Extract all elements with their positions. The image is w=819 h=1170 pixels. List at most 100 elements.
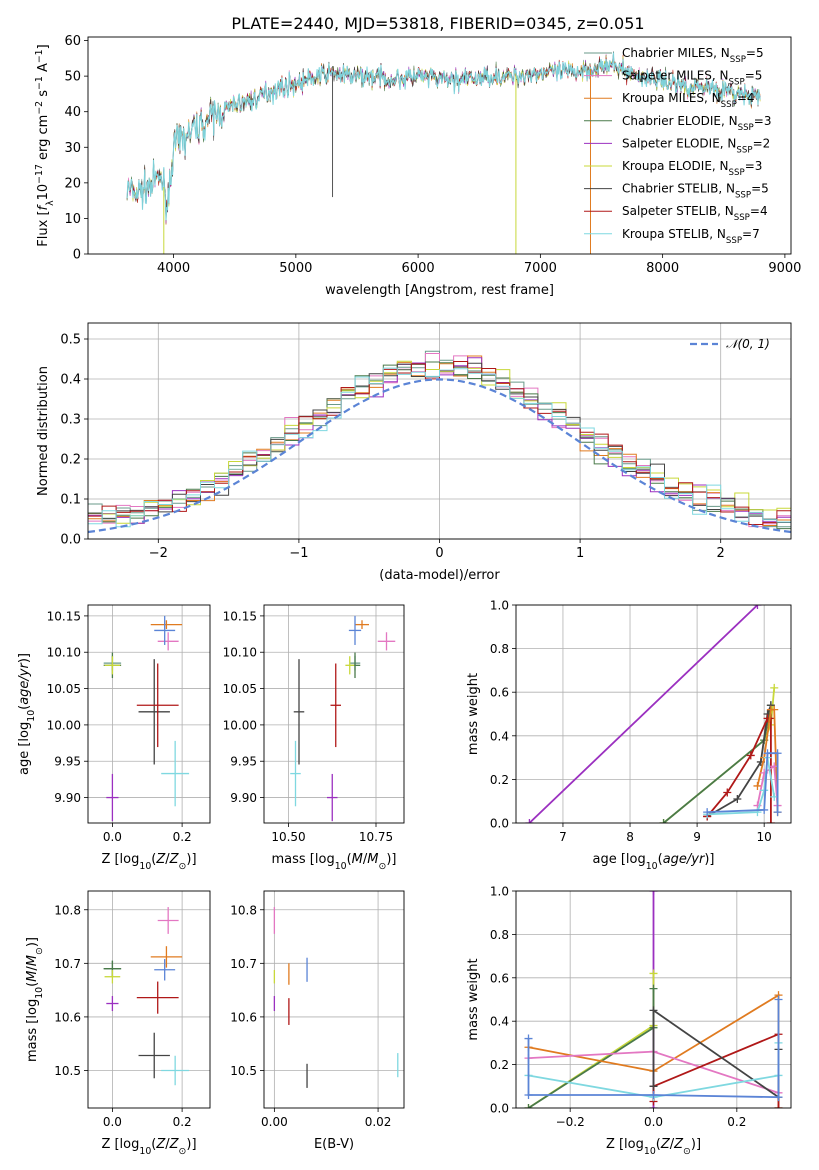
y-axis-label: mass weight xyxy=(466,673,481,755)
weight-marker xyxy=(703,808,712,817)
x-tick-label: 0.0 xyxy=(103,830,122,844)
legend-label: Chabrier STELIB, NSSP=5 xyxy=(622,182,769,201)
label-part: ( xyxy=(17,705,32,710)
y-tick-label: 0.0 xyxy=(60,533,81,548)
label-part: M xyxy=(25,955,40,966)
label-part: Kroupa ELODIE, N xyxy=(622,159,729,173)
label-part: age [log xyxy=(592,852,645,867)
label-part: age/yr xyxy=(663,852,706,867)
weight-marker xyxy=(649,891,658,895)
y-axis-label: mass weight xyxy=(466,958,481,1040)
label-part: SSP xyxy=(726,236,742,246)
label-part: ( xyxy=(25,982,40,987)
weight-line xyxy=(528,988,655,1108)
panel-spectrum: 4000 5000 6000 7000 8000 9000 0 10 20 30 40 50 60 Cha… xyxy=(34,34,802,298)
label-part: ( xyxy=(658,852,663,867)
x-tick-label: 7 xyxy=(559,830,567,844)
label-part: mass [log xyxy=(272,852,335,867)
label-part: Z xyxy=(673,1137,684,1152)
y-tick-label: 0 xyxy=(73,248,81,263)
y-tick-label: 30 xyxy=(64,141,81,156)
y-tick-label: 0.0 xyxy=(490,1102,509,1116)
label-part: =7 xyxy=(742,227,760,241)
label-part: f xyxy=(36,203,51,210)
label-part: s xyxy=(36,90,51,101)
y-axis-label: Flux [fλ10−17 erg cm−2 s−1 A−1] xyxy=(34,44,56,246)
y-tick-label: 9.95 xyxy=(54,755,81,769)
y-tick-label: 10.05 xyxy=(47,682,81,696)
x-tick-label: 7000 xyxy=(524,261,557,276)
y-tick-label: 10.6 xyxy=(230,1010,257,1024)
plot-area xyxy=(525,605,782,823)
x-tick-label: 0.02 xyxy=(365,1115,392,1129)
y-tick-label: 10.8 xyxy=(230,903,257,917)
x-tick-label: −0.2 xyxy=(556,1115,585,1129)
y-tick-label: 10.5 xyxy=(54,1064,81,1078)
legend-label: Chabrier ELODIE, NSSP=3 xyxy=(622,114,771,133)
label-part: M xyxy=(25,971,40,982)
label-part: 10 xyxy=(26,710,37,722)
y-tick-label: 10.00 xyxy=(223,718,257,732)
weight-marker xyxy=(525,819,534,823)
y-tick-label: 9.90 xyxy=(230,791,257,805)
y-tick-label: 0.6 xyxy=(490,971,509,985)
x-tick-label: 9000 xyxy=(768,261,801,276)
label-part: −17 xyxy=(34,164,45,184)
y-tick-label: 0.6 xyxy=(490,686,509,700)
y-tick-label: 10.7 xyxy=(230,957,257,971)
label-part: Z [log xyxy=(101,852,139,867)
x-tick-label: 10 xyxy=(757,830,772,844)
label-part: 10 xyxy=(34,987,45,999)
label-part: −1 xyxy=(34,49,45,63)
y-tick-label: 1.0 xyxy=(490,599,509,613)
label-part: =3 xyxy=(745,159,763,173)
x-tick-label: 0.0 xyxy=(644,1115,663,1129)
y-tick-label: 0.4 xyxy=(60,373,81,388)
label-part: ( xyxy=(656,1137,661,1152)
panel-age-vs-Z: 0.0 0.2 9.90 9.95 10.00 10.05 10.10 10.15 Z [log… xyxy=(17,604,211,872)
label-part: ] xyxy=(36,44,51,49)
weight-marker xyxy=(649,1090,658,1099)
panel-mass-vs-Z: 0.0 0.210.510.610.710.8Z [log10(Z/Z⊙)]mas… xyxy=(25,890,211,1157)
label-part: )] xyxy=(186,852,196,867)
x-tick-label: 0.2 xyxy=(727,1115,746,1129)
weight-marker xyxy=(774,1104,783,1108)
spectrum-line xyxy=(126,52,761,221)
y-tick-label: 20 xyxy=(64,176,81,191)
weight-line xyxy=(652,1008,780,1099)
x-axis-label: Z [log10(Z/Z⊙)] xyxy=(606,1137,701,1157)
axes-frame xyxy=(263,604,405,824)
label-part: Z xyxy=(169,852,180,867)
x-tick-label: 6000 xyxy=(402,261,435,276)
y-tick-label: 0.2 xyxy=(490,773,509,787)
label-part: ⊙ xyxy=(179,861,187,872)
y-tick-label: 10.05 xyxy=(223,682,257,696)
weight-marker xyxy=(770,683,779,692)
x-tick-label: 2 xyxy=(717,546,725,561)
label-part: 10 xyxy=(644,1146,656,1157)
x-tick-label: 1 xyxy=(576,546,584,561)
label-part: Chabrier ELODIE, N xyxy=(622,114,738,128)
legend-label: Salpeter MILES, NSSP=5 xyxy=(622,69,762,88)
label-part: )] xyxy=(704,852,714,867)
legend-label: Kroupa STELIB, NSSP=7 xyxy=(622,227,760,246)
label-part: ⊙ xyxy=(379,861,387,872)
label-part: Z [log xyxy=(101,1137,139,1152)
legend-label: Salpeter ELODIE, NSSP=2 xyxy=(622,136,770,155)
x-tick-label: 8000 xyxy=(646,261,679,276)
y-tick-label: 1.0 xyxy=(490,885,509,899)
weight-marker xyxy=(773,808,782,817)
label-part: 10 xyxy=(335,861,347,872)
label-part: Z xyxy=(169,1137,180,1152)
label-part: )] xyxy=(17,653,32,663)
label-part: =5 xyxy=(746,46,764,60)
weight-marker xyxy=(746,751,755,760)
axes-frame xyxy=(87,322,792,540)
panel-mass-vs-ebv: 0.00 0.02 10.5 10.6 10.7 10.8 E(B-V) xyxy=(230,890,405,1152)
label-part: mass [log xyxy=(25,999,40,1062)
axes-frame xyxy=(87,604,211,824)
plots: 4000 5000 6000 7000 8000 90000102030405060Cha… xyxy=(17,34,801,1156)
label-part: ⊙ xyxy=(34,947,45,955)
